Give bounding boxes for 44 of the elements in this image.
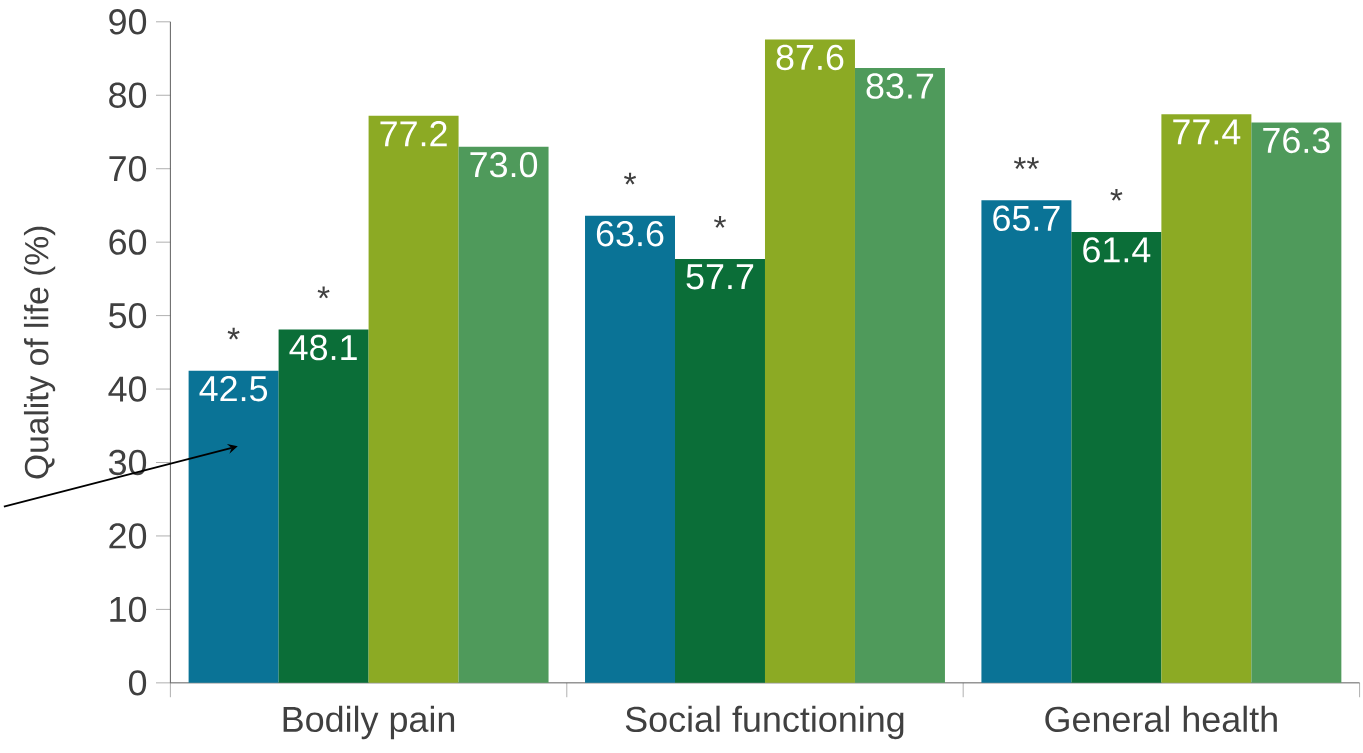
data-label: 42.5 bbox=[199, 375, 268, 402]
bar bbox=[458, 146, 549, 683]
y-tick-label: 40 bbox=[108, 376, 147, 402]
bar bbox=[1071, 231, 1162, 683]
y-tick-label: 10 bbox=[110, 596, 147, 623]
data-label: 57.7 bbox=[686, 264, 754, 290]
y-tick-label: 80 bbox=[109, 82, 147, 108]
bar bbox=[188, 370, 279, 683]
data-label: 73.0 bbox=[470, 151, 538, 178]
bar bbox=[764, 39, 855, 683]
data-label: 63.6 bbox=[596, 220, 664, 247]
annotation: * bbox=[317, 286, 330, 299]
data-label: 83.7 bbox=[866, 73, 934, 99]
bar bbox=[585, 215, 675, 683]
annotation: ** bbox=[1013, 157, 1039, 170]
y-tick-label: 20 bbox=[109, 523, 147, 549]
data-label: 65.7 bbox=[993, 205, 1060, 231]
data-label: 76.3 bbox=[1263, 127, 1330, 154]
y-tick-label: 50 bbox=[109, 302, 147, 329]
data-label: 48.1 bbox=[289, 334, 357, 361]
data-label: 77.2 bbox=[380, 121, 447, 147]
data-label: 77.4 bbox=[1173, 119, 1241, 145]
y-tick-label: 90 bbox=[109, 9, 147, 35]
bar bbox=[854, 68, 945, 683]
annotation: * bbox=[1110, 188, 1123, 201]
bar bbox=[981, 200, 1072, 683]
y-tick-label: 60 bbox=[109, 229, 147, 255]
y-axis-title: Quality of life (%) bbox=[23, 226, 56, 479]
x-tick-label: Bodily pain bbox=[283, 705, 455, 740]
bar bbox=[368, 115, 459, 683]
x-tick-label: Social functioning bbox=[625, 705, 904, 740]
bar bbox=[1251, 122, 1342, 683]
bar bbox=[675, 259, 765, 683]
y-tick-label: 70 bbox=[109, 155, 147, 182]
bar bbox=[1161, 114, 1252, 683]
annotation: * bbox=[624, 172, 637, 185]
annotation: * bbox=[714, 216, 727, 228]
x-tick-label: General health bbox=[1045, 705, 1277, 733]
bar bbox=[278, 329, 369, 683]
y-tick-label: 0 bbox=[128, 670, 147, 696]
annotation: * bbox=[227, 327, 240, 340]
data-label: 61.4 bbox=[1083, 237, 1151, 263]
data-label: 87.6 bbox=[776, 44, 844, 71]
y-tick-label: 30 bbox=[108, 449, 147, 476]
